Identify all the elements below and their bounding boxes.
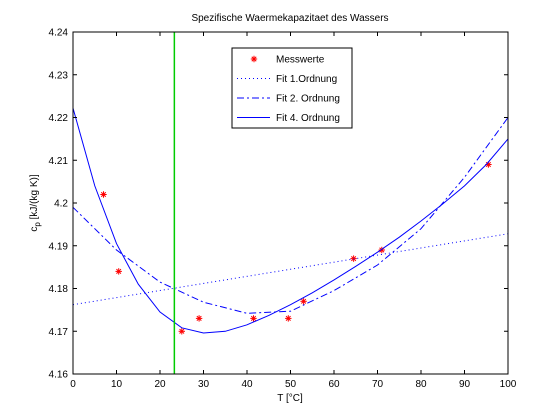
data-point-5	[285, 315, 292, 322]
y-tick-label: 4.18	[49, 284, 69, 295]
series-line-2	[72, 117, 509, 314]
x-tick-label: 60	[328, 379, 340, 390]
x-tick-label: 70	[372, 379, 384, 390]
data-point-3	[195, 315, 203, 322]
y-axis: 4.16 4.17 4.18 4.19 4.2 4.21 4.22 4.23 4.24	[49, 28, 508, 381]
data-point-0	[100, 191, 107, 198]
data-point-4	[250, 315, 257, 322]
x-tick-label: 0	[70, 379, 76, 390]
y-axis-label-main: c	[29, 227, 40, 232]
legend-entries: Messwerte Fit 1.Ordnung Fit 2. Ordnung Fit …	[237, 55, 340, 124]
legend: Messwerte Fit 1.Ordnung Fit 2. Ordnung Fit …	[231, 47, 353, 129]
x-tick-label: 10	[111, 379, 123, 390]
x-tick-label: 50	[285, 379, 297, 390]
y-tick-label: 4.23	[49, 70, 69, 81]
x-tick-label: 20	[154, 379, 166, 390]
y-tick-label: 4.2	[54, 199, 68, 210]
x-tick-label: 90	[459, 379, 471, 390]
legend-label: Fit 2. Ordnung	[276, 94, 340, 105]
legend-label: Fit 1.Ordnung	[276, 74, 337, 85]
legend-label: Messwerte	[276, 55, 325, 66]
series-line-3	[72, 107, 509, 334]
y-axis-label: cp [kJ/(kg K)]	[29, 174, 42, 231]
y-tick-label: 4.16	[49, 370, 69, 381]
data-point-1	[115, 268, 122, 275]
x-tick-label: 100	[500, 379, 517, 390]
chart-title: Spezifische Waermekapazitaet des Wassers	[191, 13, 388, 24]
x-tick-label: 80	[415, 379, 427, 390]
legend-label: Fit 4. Ordnung	[276, 113, 340, 124]
legend-swatch	[250, 55, 258, 63]
y-tick-label: 4.19	[49, 241, 69, 252]
y-axis-label-rest: [kJ/(kg K)]	[29, 174, 40, 222]
y-tick-label: 4.17	[49, 327, 69, 338]
y-axis-label-subscript: p	[33, 222, 42, 227]
data-point-6	[300, 298, 307, 305]
legend-entry-2: Fit 2. Ordnung	[237, 94, 340, 105]
data-point-2	[178, 328, 186, 335]
x-tick-label: 30	[198, 379, 210, 390]
legend-entry-3: Fit 4. Ordnung	[237, 113, 340, 124]
x-axis-label: T [°C]	[277, 393, 303, 404]
legend-entry-0: Messwerte	[250, 55, 325, 66]
x-tick-label: 40	[241, 379, 253, 390]
y-tick-label: 4.24	[49, 28, 69, 39]
y-tick-label: 4.21	[49, 156, 69, 167]
y-tick-label: 4.22	[49, 113, 69, 124]
legend-entry-1: Fit 1.Ordnung	[237, 74, 337, 85]
x-axis: 0 10 20 30 40 50 60 70 80 90 100	[70, 32, 517, 390]
series-line-1	[72, 233, 509, 306]
series-layer	[72, 107, 509, 335]
